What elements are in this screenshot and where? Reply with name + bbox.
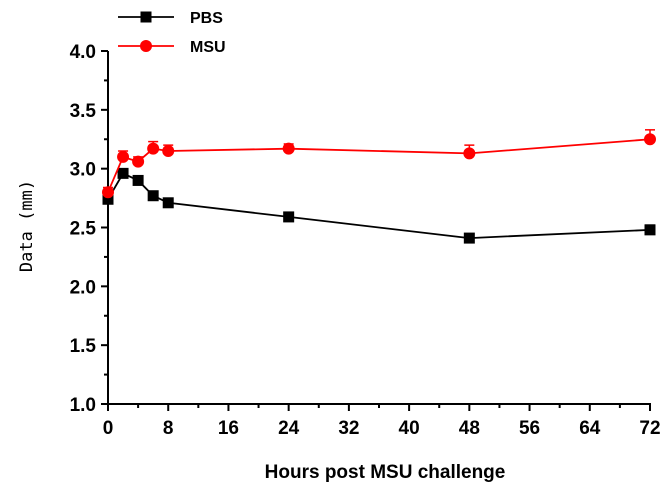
legend: PBS MSU [118,10,226,56]
x-tick-label: 56 [519,418,540,439]
legend-label-pbs: PBS [190,10,223,27]
x-tick-label: 72 [639,418,660,439]
x-tick-label: 0 [103,418,114,439]
y-tick-label: 2.0 [70,277,96,298]
x-tick-label: 48 [459,418,480,439]
axes: 1.0 1.5 2.0 2.5 3.0 3.5 4.0 0 8 16 24 32 40 48 56 64 72 [70,42,661,439]
data-point-pbs [162,197,174,209]
data-point-pbs [132,174,144,186]
x-tick-label: 32 [338,418,359,439]
data-point-pbs [117,167,129,179]
data-point-msu [282,142,295,155]
plot-area [102,129,656,244]
data-point-msu [117,150,130,163]
data-point-pbs [463,232,475,244]
y-tick-label: 1.0 [70,395,96,416]
x-tick-label: 40 [399,418,420,439]
x-tick-label: 8 [163,418,174,439]
data-point-msu [644,133,656,146]
legend-marker-pbs [140,11,152,23]
y-tick-label: 1.5 [70,336,97,357]
x-tick-label: 24 [278,418,300,439]
data-point-pbs [644,224,656,236]
data-point-msu [147,142,160,155]
data-point-msu [132,155,145,168]
x-tick-label: 64 [579,418,601,439]
data-point-msu [162,145,175,158]
data-point-pbs [283,211,295,223]
series-line-msu [107,138,651,193]
data-point-msu [102,186,114,199]
data-point-pbs [102,193,114,205]
legend-marker-msu [140,40,152,52]
x-axis-title: Hours post MSU challenge [265,462,506,483]
y-tick-label: 4.0 [70,42,96,63]
y-tick-label: 3.0 [70,160,96,181]
series-line-pbs [107,172,651,239]
data-point-msu [463,147,476,160]
legend-label-msu: MSU [190,39,226,56]
data-point-pbs [147,190,159,202]
y-tick-label: 2.5 [70,219,97,240]
x-tick-label: 16 [218,418,239,439]
y-tick-label: 3.5 [70,101,97,122]
y-axis-title: Data (mm) [17,180,37,272]
